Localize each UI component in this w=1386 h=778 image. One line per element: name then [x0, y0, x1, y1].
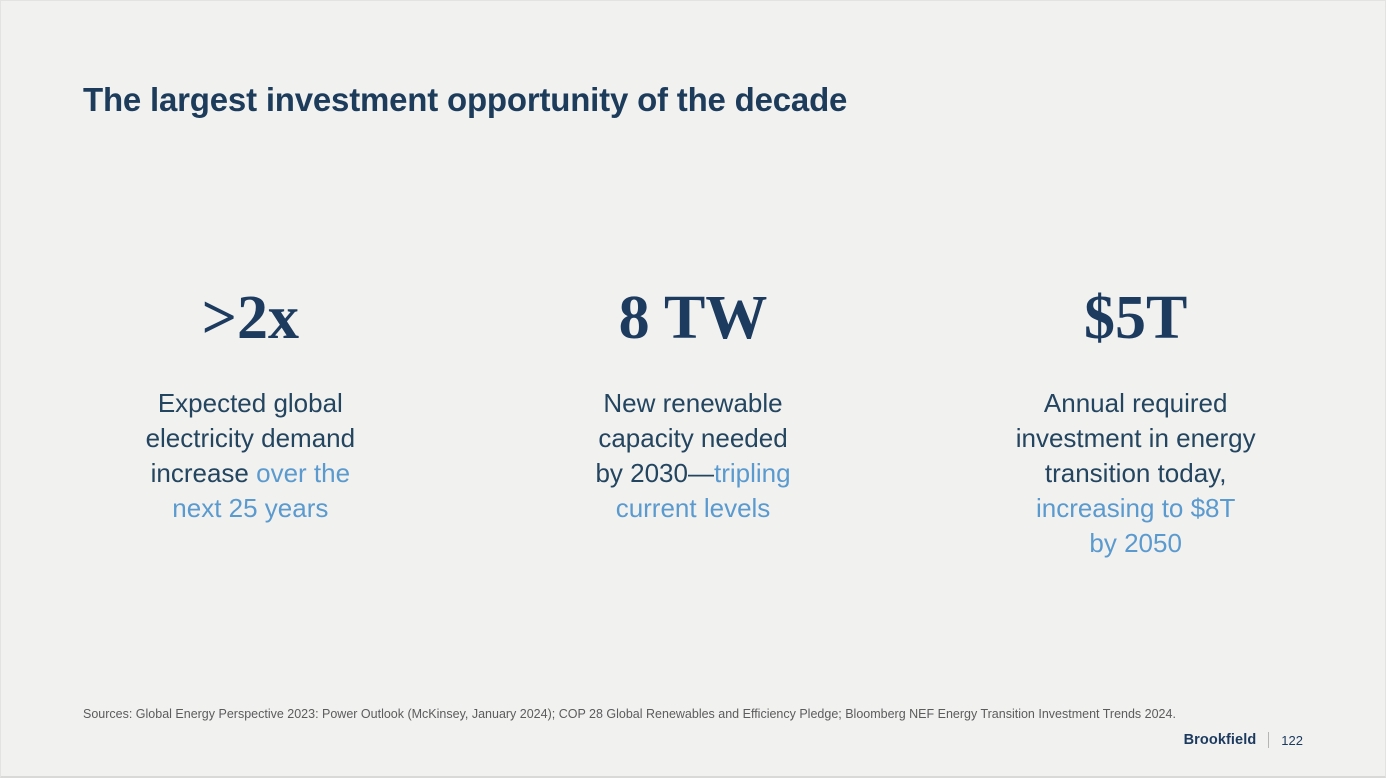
stat-description: Expected global electricity demand incre… — [29, 386, 472, 526]
brookfield-logo: Brookfield — [1183, 732, 1257, 748]
stat-column-annual-investment: $5T Annual required investment in energy… — [914, 283, 1357, 561]
stat-description-dark-text: New renewable capacity needed by 2030— — [595, 388, 788, 488]
stat-column-electricity-demand: >2x Expected global electricity demand i… — [29, 283, 472, 561]
stat-description-dark-text: Annual required investment in energy tra… — [1015, 388, 1256, 488]
slide-title: The largest investment opportunity of th… — [83, 81, 848, 118]
stat-value-5t: $5T — [1084, 284, 1188, 352]
stat-column-renewable-capacity: 8 TW New renewable capacity needed by 20… — [472, 283, 915, 561]
stat-description: New renewable capacity needed by 2030—tr… — [472, 386, 915, 526]
footer-divider — [1268, 732, 1270, 748]
footer: Brookfield 122 — [1184, 732, 1303, 748]
sources-footnote: Sources: Global Energy Perspective 2023:… — [83, 707, 1176, 721]
stats-row: >2x Expected global electricity demand i… — [29, 283, 1357, 561]
stat-description-accent-text: over the next 25 years — [172, 458, 351, 523]
stat-description-accent-text: tripling current levels — [615, 458, 791, 523]
stat-description-accent-text: increasing to $8T by 2050 — [1035, 493, 1236, 558]
stat-value-8tw: 8 TW — [618, 284, 768, 352]
stat-description-dark-text: Expected global electricity demand incre… — [145, 388, 356, 488]
stat-description: Annual required investment in energy tra… — [914, 386, 1357, 561]
page-number: 122 — [1281, 732, 1303, 748]
stat-value-2x: >2x — [201, 284, 299, 352]
